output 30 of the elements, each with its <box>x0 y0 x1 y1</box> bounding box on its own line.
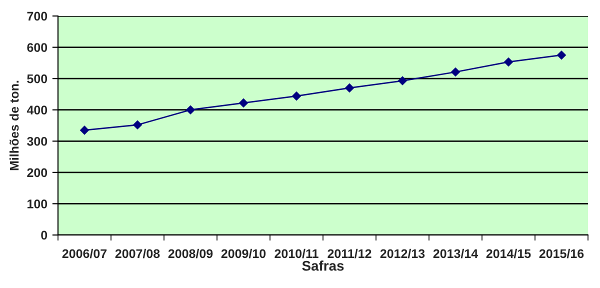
x-tick-label: 2014/15 <box>486 248 531 258</box>
y-tick-label: 0 <box>41 230 48 240</box>
point <box>186 105 195 114</box>
point <box>133 120 142 130</box>
y-tick-label: 700 <box>27 12 48 21</box>
point <box>345 84 354 92</box>
point <box>557 50 566 60</box>
x-tick-label: 2007/08 <box>115 248 160 258</box>
x-tick-label: 2008/09 <box>168 248 213 258</box>
x-tick-label: 2011/12 <box>328 248 372 258</box>
x-tick-label: 2006/07 <box>62 248 107 258</box>
x-tick-label: 2012/13 <box>380 248 425 258</box>
point <box>80 126 89 135</box>
point <box>451 68 460 76</box>
y-tick-label: 300 <box>27 136 48 146</box>
point <box>504 58 513 66</box>
x-tick-label: 2015/16 <box>539 248 584 258</box>
point <box>239 98 248 108</box>
x-tick-label: 2010/11 <box>274 248 318 258</box>
x-tick-label: 2009/10 <box>221 248 266 258</box>
y-tick-label: 500 <box>27 74 48 84</box>
y-tick-label: 400 <box>26 106 48 115</box>
y-tick-label: 100 <box>28 200 48 208</box>
x-tick-label: 2013/14 <box>433 248 478 258</box>
y-tick-label: 200 <box>27 168 48 178</box>
y-axis-title: Milhões de ton. <box>10 80 19 170</box>
point <box>398 76 407 86</box>
y-tick-label: 600 <box>27 43 48 52</box>
point <box>292 92 301 101</box>
x-axis-title: Safras <box>302 260 344 271</box>
